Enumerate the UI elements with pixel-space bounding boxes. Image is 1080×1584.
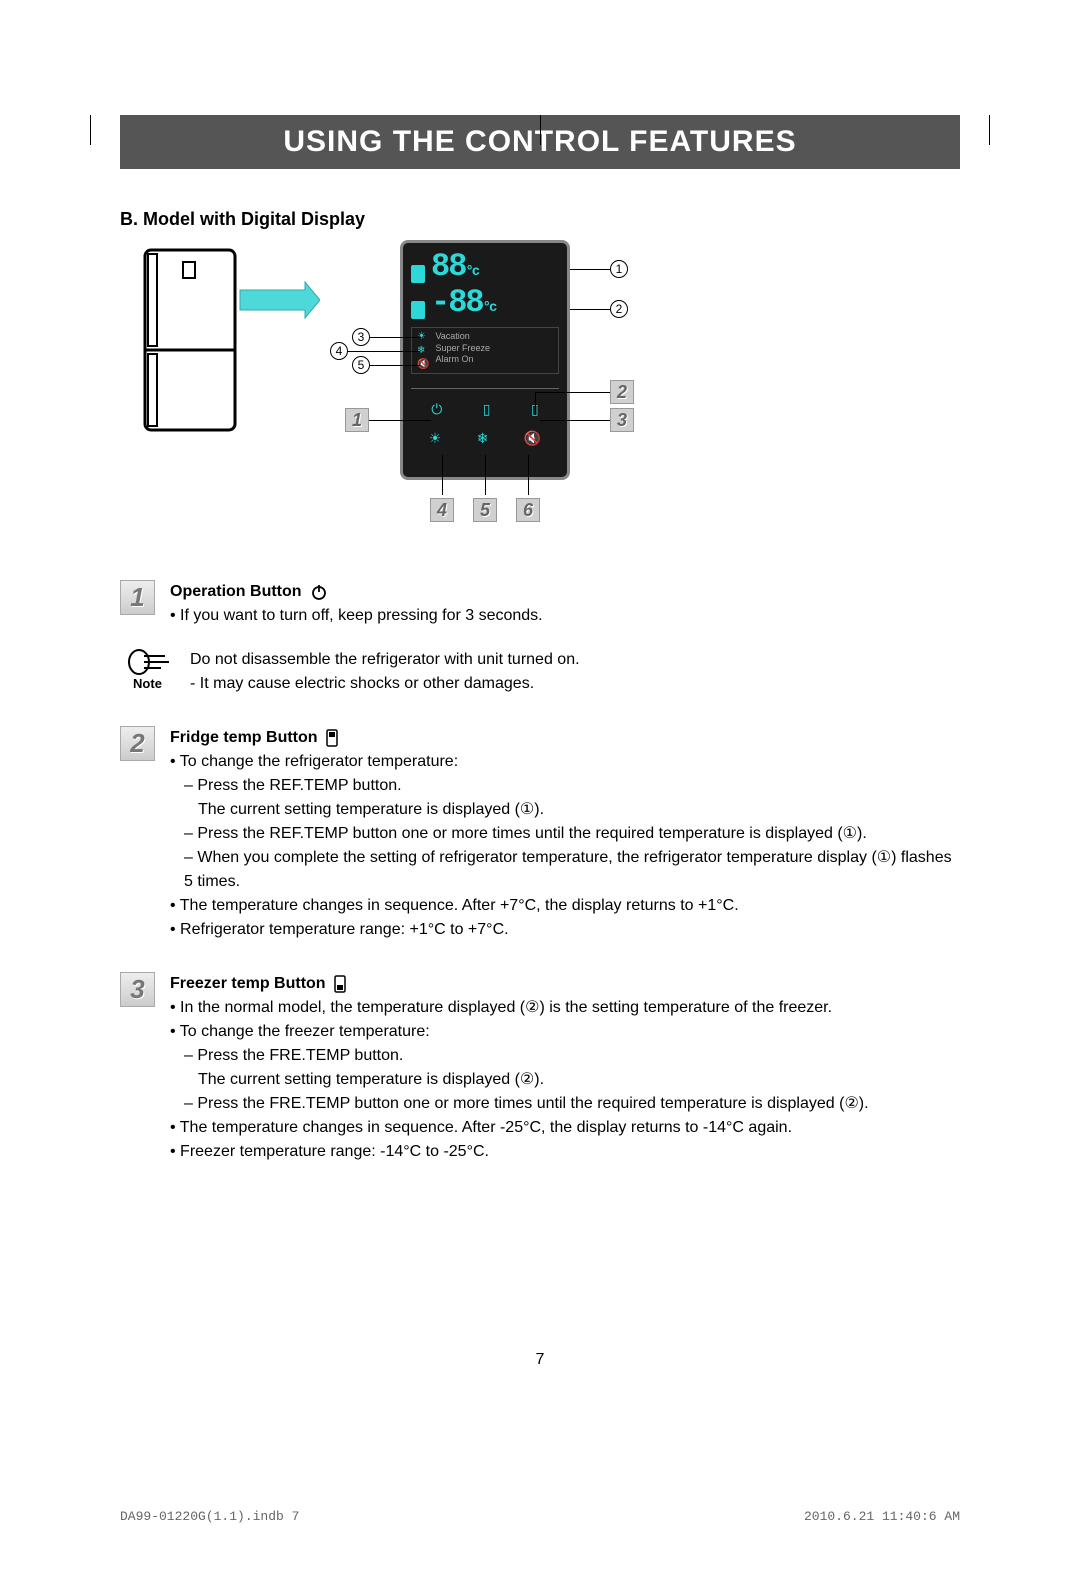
fridge-drawing [120, 240, 320, 440]
box-callout-3: 3 [610, 408, 634, 432]
note-block: Note Do not disassemble the refrigerator… [120, 648, 960, 696]
sub-bullet: Press the FRE.TEMP button one or more ti… [184, 1092, 960, 1116]
box-callout-6: 6 [516, 498, 540, 522]
vacation-btn-icon: ☀ [429, 430, 442, 447]
crop-mark [90, 115, 91, 145]
lead-line [370, 365, 420, 366]
page-number: 7 [536, 1351, 545, 1369]
lead-line [369, 420, 431, 421]
section-2: 2 Fridge temp Button To change the refri… [120, 726, 960, 942]
lead-line [370, 337, 420, 338]
bullet: In the normal model, the temperature dis… [170, 996, 960, 1020]
alarm-btn-icon: 🔇 [524, 430, 541, 447]
power-icon [310, 583, 328, 601]
section-number: 2 [120, 726, 155, 761]
fridge-icon [411, 265, 425, 283]
lead-line [570, 309, 610, 310]
freezer-icon [411, 301, 425, 319]
bullet: To change the refrigerator temperature: [170, 750, 960, 774]
box-callout-1: 1 [345, 408, 369, 432]
section-3: 3 Freezer temp Button In the normal mode… [120, 972, 960, 1164]
bullet: The temperature changes in sequence. Aft… [170, 1116, 960, 1140]
lead-line [348, 351, 420, 352]
mode-labels: Vacation Super Freeze Alarm On [435, 331, 490, 370]
sub-bullet: When you complete the setting of refrige… [184, 846, 960, 894]
section-title: Operation Button [170, 580, 328, 604]
panel-button-row-2: ☀ ❄ 🔇 [411, 430, 559, 447]
callout-3: 3 [352, 328, 370, 346]
section-number: 1 [120, 580, 155, 615]
lead-line [535, 392, 610, 393]
control-panel-figure: 88°c -88°c ☀ ❄ 🔇 Vacation Super Freeze [400, 240, 570, 480]
box-callout-5: 5 [473, 498, 497, 522]
note-icon: Note [120, 648, 175, 691]
lead-line [535, 392, 536, 415]
fridge-icon [326, 729, 338, 747]
section-number: 3 [120, 972, 155, 1007]
fridge-btn-icon: ▯ [483, 401, 491, 418]
section-title: Freezer temp Button [170, 972, 346, 996]
sub-cont: The current setting temperature is displ… [198, 798, 960, 822]
bullet: The temperature changes in sequence. Aft… [170, 894, 960, 918]
freezer-icon [334, 975, 346, 993]
sub-bullet: Press the FRE.TEMP button. [184, 1044, 960, 1068]
figure: 88°c -88°c ☀ ❄ 🔇 Vacation Super Freeze [120, 240, 960, 550]
callout-5: 5 [352, 356, 370, 374]
footer-right: 2010.6.21 11:40:6 AM [804, 1509, 960, 1524]
bullet: Freezer temperature range: -14°C to -25°… [170, 1140, 960, 1164]
note-line: Do not disassemble the refrigerator with… [190, 648, 580, 672]
section-title: Fridge temp Button [170, 726, 338, 750]
sub-cont: The current setting temperature is displ… [198, 1068, 960, 1092]
box-callout-2: 2 [610, 380, 634, 404]
footer-left: DA99-01220G(1.1).indb 7 [120, 1509, 299, 1524]
freeze-btn-icon: ❄ [477, 430, 489, 447]
bullet: To change the freezer temperature: [170, 1020, 960, 1044]
callout-1: 1 [610, 260, 628, 278]
lead-line [442, 455, 443, 495]
crop-mark [989, 115, 990, 145]
panel-button-row-1: ⏻ ▯ ▯ [411, 401, 559, 418]
section-1: 1 Operation Button If you want to turn o… [120, 580, 960, 628]
box-callout-4: 4 [430, 498, 454, 522]
fridge-temp-display: 88°c [431, 251, 478, 283]
freezer-temp-display: -88°c [431, 287, 495, 319]
mode-block: ☀ ❄ 🔇 Vacation Super Freeze Alarm On [411, 327, 559, 374]
crop-mark [540, 115, 541, 145]
sub-bullet: Press the REF.TEMP button one or more ti… [184, 822, 960, 846]
power-icon: ⏻ [431, 401, 442, 418]
lead-line [485, 455, 486, 495]
section-heading: B. Model with Digital Display [120, 209, 960, 230]
callout-2: 2 [610, 300, 628, 318]
lead-line [528, 455, 529, 495]
lead-line [540, 420, 610, 421]
sub-bullet: Press the REF.TEMP button. [184, 774, 960, 798]
bullet: Refrigerator temperature range: +1°C to … [170, 918, 960, 942]
bullet: If you want to turn off, keep pressing f… [170, 604, 960, 628]
callout-4: 4 [330, 342, 348, 360]
note-line: - It may cause electric shocks or other … [190, 672, 580, 696]
lead-line [570, 269, 610, 270]
